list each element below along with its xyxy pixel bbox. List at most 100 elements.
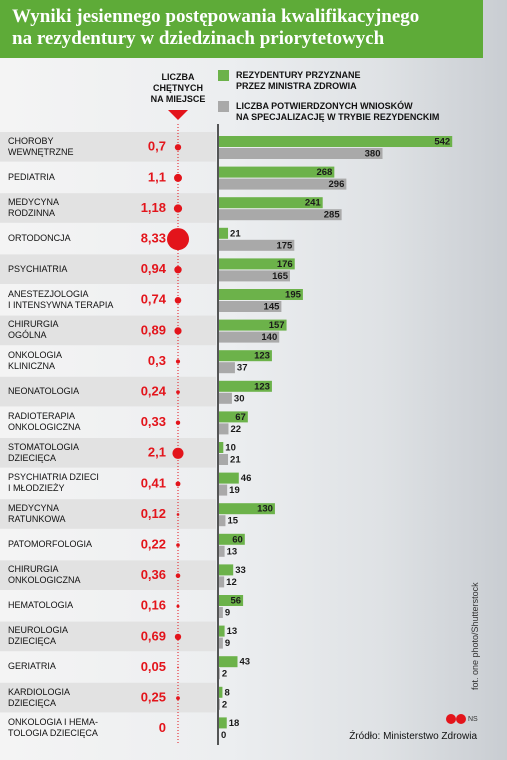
category-label: MEDYCYNA RODZINNA [8,196,60,218]
bar-label: 2 [222,669,227,680]
bar [219,442,224,453]
category-label: CHIRURGIA OGÓLNA [8,319,59,341]
bubble [174,266,182,274]
bubble-label: 0,16 [141,598,166,613]
legend-swatch [218,70,229,81]
bar-label: 140 [261,332,277,343]
bar [219,166,335,178]
bubble [173,204,183,213]
bar-label: 285 [324,210,341,221]
badge: NS [468,716,478,723]
bubble [174,327,182,335]
category-label: PSYCHIATRIA DZIECI I MŁODZIEŻY [8,472,99,494]
bubble-label: 0,24 [141,384,167,399]
bubble-label: 2,1 [148,445,166,460]
bar-label: 21 [230,455,241,466]
bar [219,136,453,147]
bar [219,472,239,484]
bar-label: 542 [434,137,450,148]
bubble-label: 1,18 [141,200,166,215]
bar [219,178,347,190]
bar [219,148,383,159]
bar-label: 130 [257,504,273,515]
bar [219,301,282,312]
bar [219,503,275,515]
bar-label: 268 [316,167,332,178]
category-label: STOMATOLOGIA DZIECIĘCA [8,441,80,463]
bar-label: 145 [264,302,281,313]
bar-label: 0 [221,730,226,741]
photo-credit: fot. one photo/Shutterstock [470,582,480,690]
bubble-label: 8,33 [141,231,166,246]
bar-label: 10 [225,443,236,454]
bar [219,258,295,270]
bar [219,717,227,729]
bar-label: 2 [222,699,227,710]
bubble-label: 0,74 [141,292,167,307]
category-label: CHOROBY WEWNĘTRZNE [8,135,74,157]
bubble [175,481,181,487]
bar-label: 15 [227,516,238,527]
bar-label: 56 [231,596,242,607]
bar [219,656,238,668]
bubble-label: 0,12 [141,506,166,521]
bar [219,668,220,680]
bar [219,239,295,251]
bubble-label: 0,33 [141,414,166,429]
bar-label: 37 [237,363,248,374]
bar [219,380,272,392]
bar-label: 46 [241,473,252,484]
bubble-label: 0,7 [148,139,166,154]
bar [219,423,229,435]
bubble-label: 0,25 [141,690,166,705]
bar-label: 176 [277,259,293,270]
bar-label: 13 [227,626,238,637]
bubble [176,604,180,608]
bar-label: 30 [234,393,245,404]
bar-label: 9 [225,608,230,619]
copyright-icon [456,714,466,724]
bar-label: 18 [229,718,240,729]
bar-label: 67 [235,412,246,423]
bubble-label: 1,1 [148,169,166,184]
bubble-header: LICZBA CHĘTNYCH NA MIEJSCE [150,72,206,104]
bar [219,319,287,331]
category-label: ORTODONCJA [8,233,71,244]
bar-label: 22 [230,424,241,435]
bar [219,454,229,465]
bubble [176,696,180,701]
bar [219,362,235,374]
bar [219,607,223,618]
category-label: NEUROLOGIA DZIECIĘCA [8,625,69,647]
bubble [177,666,179,669]
bubble-label: 0,69 [141,628,166,643]
bar-label: 123 [254,381,270,392]
bar [219,545,225,557]
category-label: RADIOTERAPIA ONKOLOGICZNA [8,411,81,433]
bar [219,484,228,496]
bubble [167,228,189,251]
bar-label: 296 [329,179,345,190]
bubble [176,513,180,516]
bar [219,331,280,343]
row-band [0,499,216,529]
bubble [175,420,181,425]
category-label: NEONATOLOGIA [8,386,80,397]
bar [219,595,244,606]
bubble-label: 0,22 [141,537,166,552]
category-label: ONKOLOGIA I HEMA- TOLOGIA DZIECIĘCA [8,717,99,739]
bubble [174,144,182,151]
legend-swatch [218,101,229,112]
bubble [175,359,181,364]
copyright-icon [446,714,456,724]
bar-label: 8 [224,687,229,698]
bar-label: 123 [254,351,270,362]
chart-title: Wyniki jesiennego postępowania kwalifika… [0,0,483,58]
bar-label: 13 [227,546,238,557]
category-label: MEDYCYNA RATUNKOWA [8,502,66,524]
bar [219,515,226,527]
bubble-label: 0 [159,720,166,735]
bar-label: 43 [240,657,251,668]
bar-label: 60 [232,534,243,545]
